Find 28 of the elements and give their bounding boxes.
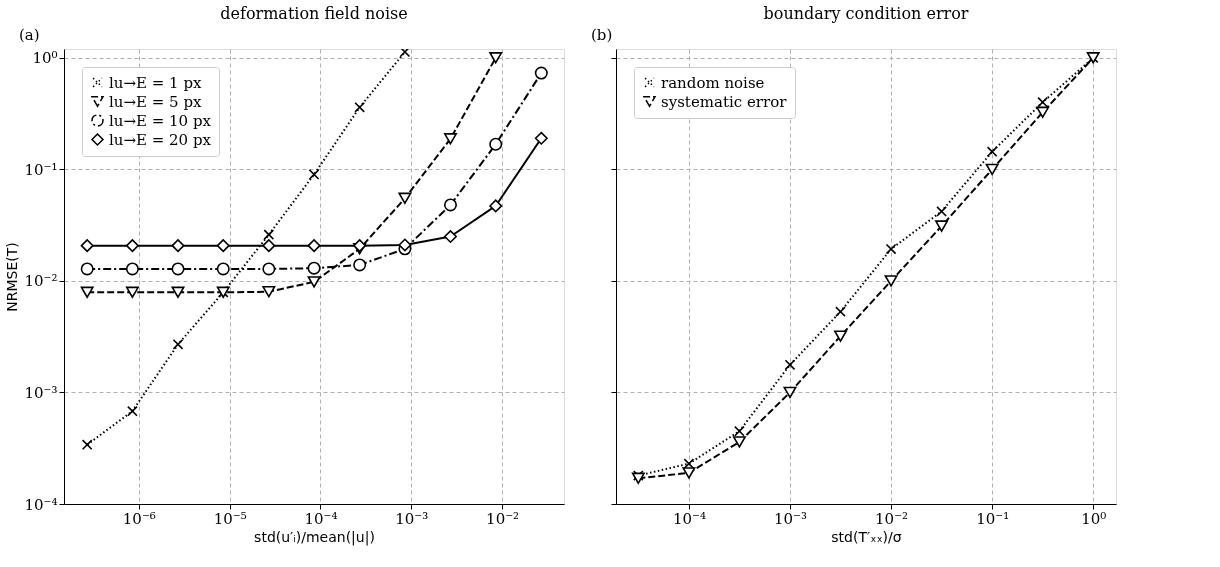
text: (b) [591, 26, 613, 44]
x-tick-label: 10⁻⁴ [304, 509, 338, 528]
legend-label: random noise [661, 73, 765, 92]
x-tick-label: 10⁻² [486, 509, 520, 528]
chart-title: boundary condition error [763, 4, 969, 23]
x-tick-label: 10⁻⁵ [213, 509, 247, 528]
legend-label: lu→E = 20 px [109, 130, 212, 149]
legend-label: lu→E = 10 px [109, 111, 212, 130]
x-tick-label: 10⁻¹ [976, 509, 1010, 528]
x-tick-label: 10⁻⁶ [122, 509, 156, 528]
y-tick-label: 10⁻⁴ [24, 495, 58, 514]
chart-title: deformation field noise [220, 4, 408, 23]
y-tick-label: 10⁻² [24, 272, 58, 291]
y-tick-label: 10⁻¹ [24, 160, 58, 179]
x-axis-title: std(u′ᵢ)/mean(|u|) [254, 528, 375, 546]
legend-label: lu→E = 5 px [109, 92, 202, 111]
x-axis-title: std(T′ₓₓ)/σ [831, 528, 902, 545]
x-tick-label: 10⁻⁴ [672, 509, 706, 528]
y-tick-label: 10⁰ [32, 49, 58, 68]
legend-label: systematic error [661, 92, 788, 111]
x-tick-label: 10⁻² [875, 509, 909, 528]
x-tick-label: 10⁰ [1081, 509, 1107, 528]
x-tick-label: 10⁻³ [395, 509, 429, 528]
y-tick-label: 10⁻³ [24, 383, 58, 402]
y-axis-title: NRMSE(T) [4, 242, 21, 312]
legend-label: lu→E = 1 px [109, 73, 202, 92]
text: (a) [19, 26, 40, 44]
x-tick-label: 10⁻³ [773, 509, 807, 528]
